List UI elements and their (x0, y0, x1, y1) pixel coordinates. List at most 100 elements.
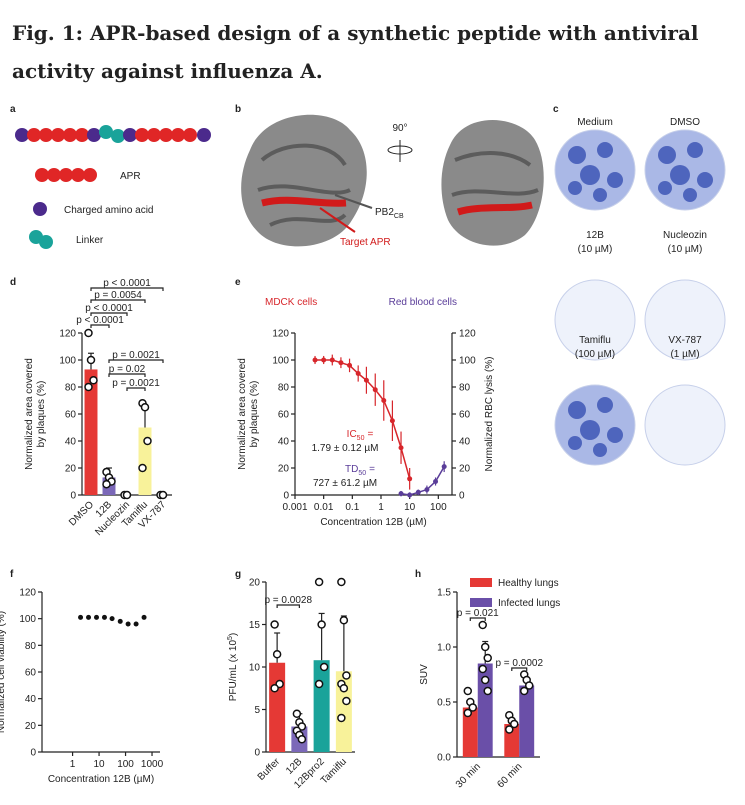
bar (519, 685, 535, 757)
peptide-chain (15, 125, 211, 249)
y-tick-label: 15 (249, 620, 261, 631)
y2-tick-label: 120 (459, 329, 476, 340)
data-point (270, 684, 279, 693)
significance-label: p = 0.0002 (495, 658, 543, 669)
y-axis-label: SUV (419, 664, 430, 685)
y-tick-label: 120 (59, 329, 76, 340)
data-point (480, 642, 490, 652)
panel-label: f (10, 569, 14, 580)
annotation-sub: 50 (357, 435, 365, 442)
x-axis-label: Concentration 12B (µM) (48, 774, 154, 785)
data-point (143, 436, 152, 446)
significance-bracket (276, 604, 300, 608)
plaque (658, 181, 672, 195)
data-point (84, 328, 93, 338)
series-line (315, 359, 411, 480)
data-point (483, 653, 492, 663)
significance-bracket (469, 617, 486, 621)
data-point (319, 662, 329, 672)
data-point (117, 618, 123, 624)
data-point (101, 614, 107, 620)
data-point (140, 403, 150, 412)
data-point (524, 681, 534, 690)
plaque (580, 420, 600, 440)
plaque (597, 397, 613, 413)
x-tick-label: 1000 (141, 759, 164, 770)
y-tick-label: 60 (25, 668, 37, 679)
protein-label: PB2CB (375, 207, 404, 220)
x-tick-label: 30 min (454, 761, 483, 790)
plaque (593, 188, 607, 202)
y-tick-label: 20 (249, 578, 261, 589)
x-tick-label: 10 (94, 759, 106, 770)
y-axis-label: Normalized area covered (237, 358, 248, 470)
significance-label: p = 0.02 (109, 364, 146, 375)
y2-tick-label: 60 (459, 410, 471, 421)
series-label: MDCK cells (265, 297, 317, 308)
data-point (510, 719, 519, 729)
data-point (339, 684, 349, 693)
y-tick-label: 80 (65, 383, 77, 394)
data-point (84, 382, 93, 392)
data-point (292, 709, 302, 718)
data-point (381, 398, 387, 403)
y-tick-label: 120 (19, 588, 36, 599)
legend-swatch (470, 578, 492, 587)
y-axis-label-end: ) (228, 633, 239, 636)
data-point (342, 696, 351, 706)
data-point (398, 491, 404, 497)
significance-label: p = 0.021 (457, 608, 499, 619)
figure-title: Fig. 1: APR-based design of a synthetic … (12, 21, 699, 83)
significance-label: p = 0.0021 (112, 378, 160, 389)
data-point (141, 614, 147, 620)
plaque (580, 165, 600, 185)
x-tick-label: DMSO (67, 499, 96, 528)
y-axis-label: Normalized cell viability (%) (0, 611, 7, 733)
well-dose: (100 µM) (575, 349, 615, 360)
legend-label: Charged amino acid (64, 205, 154, 216)
y-tick-label: 0.0 (437, 753, 451, 764)
x-tick-label: 10 (404, 502, 416, 513)
x-tick-label: 1 (378, 502, 384, 513)
legend-label: Healthy lungs (498, 578, 559, 589)
x-tick-label: 60 min (495, 761, 524, 790)
data-point (398, 445, 404, 451)
significance-label: p = 0.0021 (112, 350, 160, 361)
data-point (483, 686, 492, 696)
y-tick-label: 80 (278, 383, 290, 394)
well-dose: (1 µM) (670, 349, 699, 360)
data-point (321, 357, 327, 363)
significance-label: p < 0.0001 (85, 303, 133, 314)
data-point (480, 675, 490, 685)
data-point (407, 492, 413, 498)
annotation-sub: 50 (358, 470, 366, 477)
data-point (317, 620, 326, 629)
legend-label: Linker (76, 235, 104, 246)
y-tick-label: 0.5 (437, 698, 451, 709)
x-tick-label: Buffer (256, 756, 283, 783)
data-point (424, 487, 430, 493)
significance-bracket (90, 287, 164, 291)
data-point (342, 671, 351, 680)
data-point (372, 387, 378, 393)
significance-bracket (108, 359, 164, 363)
y-tick-label: 20 (278, 464, 290, 475)
data-point (125, 621, 131, 627)
well (644, 279, 726, 361)
data-point (122, 490, 132, 500)
y2-tick-label: 100 (459, 356, 476, 367)
plaque (568, 436, 582, 450)
well (554, 279, 636, 361)
y-tick-label: 60 (65, 410, 77, 421)
data-point (138, 463, 147, 473)
plaque (697, 172, 713, 188)
annotation-text: IC (347, 429, 357, 440)
annotation: IC50 = (347, 429, 374, 442)
well-label: DMSO (670, 117, 700, 128)
y-axis-label: by plaques (%) (36, 381, 47, 448)
y-tick-label: 5 (254, 705, 260, 716)
data-point (415, 489, 421, 495)
y-tick-label: 100 (19, 614, 36, 625)
y-tick-label: 0 (283, 491, 289, 502)
y-tick-label: 20 (65, 464, 77, 475)
